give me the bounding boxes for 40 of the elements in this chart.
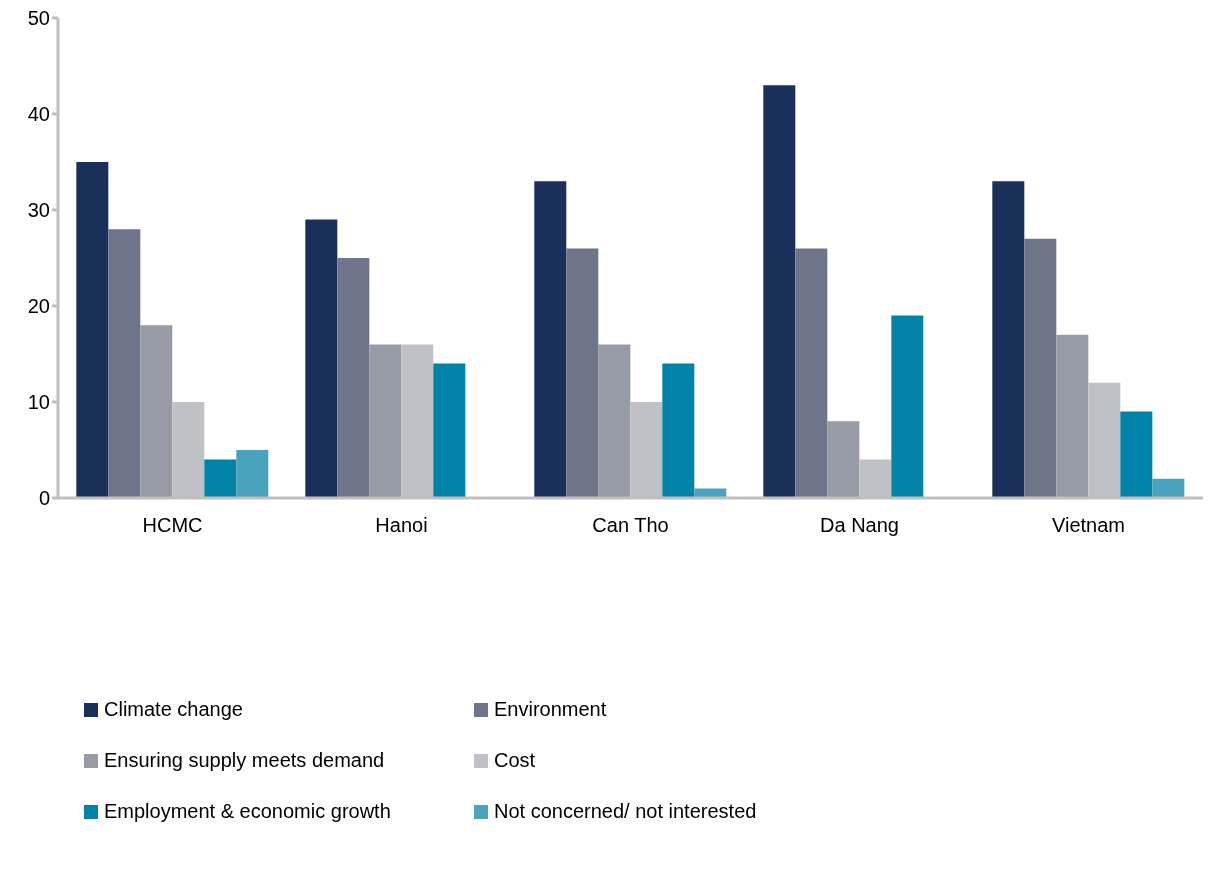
bar bbox=[1056, 334, 1089, 498]
bar bbox=[534, 181, 567, 498]
bar bbox=[1024, 238, 1057, 498]
x-tick-label: Da Nang bbox=[820, 514, 899, 537]
bar bbox=[795, 248, 828, 498]
legend-label: Climate change bbox=[104, 698, 243, 721]
bar bbox=[369, 344, 402, 498]
bar bbox=[827, 421, 860, 498]
y-tick-label: 30 bbox=[27, 199, 50, 222]
bar bbox=[1152, 478, 1185, 498]
bar bbox=[433, 363, 466, 498]
bar bbox=[891, 315, 924, 498]
x-tick-label: HCMC bbox=[142, 514, 203, 537]
y-tick-label: 50 bbox=[27, 7, 50, 30]
y-tick-label: 20 bbox=[27, 295, 50, 318]
bar bbox=[598, 344, 631, 498]
legend-label: Employment & economic growth bbox=[104, 800, 391, 823]
y-tick-label: 0 bbox=[38, 487, 50, 510]
bar bbox=[204, 459, 237, 498]
bar bbox=[140, 325, 173, 498]
bar bbox=[566, 248, 599, 498]
bar bbox=[76, 162, 109, 498]
x-tick-label: Vietnam bbox=[1051, 514, 1126, 537]
legend-label: Cost bbox=[494, 749, 536, 772]
bar bbox=[236, 450, 269, 498]
y-tick-label: 10 bbox=[27, 391, 50, 414]
y-tick-label: 40 bbox=[27, 103, 50, 126]
bar bbox=[305, 219, 338, 498]
bar bbox=[763, 85, 796, 498]
bar bbox=[1120, 411, 1153, 498]
bar bbox=[694, 488, 727, 498]
bar bbox=[992, 181, 1025, 498]
x-tick-label: Can Tho bbox=[592, 514, 669, 537]
bar bbox=[108, 229, 141, 498]
bar bbox=[337, 258, 370, 498]
legend-label: Environment bbox=[494, 698, 607, 721]
legend-label: Not concerned/ not interested bbox=[494, 800, 757, 823]
legend-label: Ensuring supply meets demand bbox=[104, 749, 385, 772]
x-tick-label: Hanoi bbox=[375, 514, 428, 537]
bar bbox=[662, 363, 695, 498]
